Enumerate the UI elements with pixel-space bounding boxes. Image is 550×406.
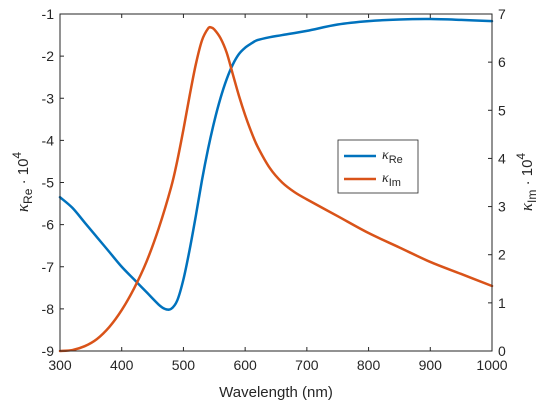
x-axis-title: Wavelength (nm) — [219, 384, 333, 401]
legend-label-kappa-im: κIm — [382, 171, 401, 189]
x-tick-label: 300 — [48, 357, 72, 373]
x-tick-label: 600 — [233, 357, 257, 373]
y-right-tick-label: 3 — [498, 199, 506, 215]
y-left-title-suffix: · 10 — [15, 159, 32, 189]
y-right-title-sub: Im — [525, 190, 539, 203]
x-tick-label: 900 — [419, 357, 443, 373]
legend: κRe κIm — [337, 139, 419, 194]
y-right-tick-label: 5 — [498, 102, 506, 118]
y-left-title-sup: 4 — [10, 152, 24, 159]
legend-kappa-im-sub: Im — [389, 177, 401, 189]
y-right-tick-label: 7 — [498, 6, 506, 22]
y-left-tick-label: -4 — [42, 132, 55, 148]
y-right-tick-label: 1 — [498, 295, 506, 311]
plot-background — [60, 14, 492, 351]
y-left-tick-label: -7 — [42, 259, 55, 275]
y-left-tick-label: -6 — [42, 217, 55, 233]
ticks-layer: 300 400 500 600 700 800 900 1000 -9 -8 -7 -6 -5 -4 -3 -… — [42, 6, 508, 373]
series-layer — [58, 17, 494, 353]
x-tick-label: 500 — [172, 357, 196, 373]
y-right-tick-label: 6 — [498, 54, 506, 70]
y-axis-right-title: κIm · 104 — [514, 153, 539, 212]
y-right-title-base: κ — [517, 202, 536, 211]
y-left-tick-label: -1 — [42, 6, 55, 22]
legend-box — [337, 139, 419, 194]
y-right-tick-label: 2 — [498, 247, 506, 263]
legend-kappa-re-base: κ — [382, 148, 389, 163]
y-left-tick-label: -3 — [42, 90, 55, 106]
x-tick-label: 800 — [357, 357, 381, 373]
y-left-tick-label: -2 — [42, 48, 55, 64]
x-tick-label: 700 — [295, 357, 319, 373]
series-line-kappa-re — [58, 17, 494, 311]
series-line-kappa-im — [58, 25, 494, 353]
legend-kappa-re-sub: Re — [389, 154, 403, 166]
legend-label-kappa-re: κRe — [382, 148, 403, 166]
y-right-title-suffix: · 10 — [519, 160, 536, 190]
y-axis-left-title: κRe · 104 — [10, 152, 35, 213]
y-right-title-sup: 4 — [514, 153, 528, 160]
y-left-tick-label: -5 — [42, 175, 55, 191]
y-left-title-sub: Re — [21, 188, 35, 204]
y-left-tick-label: -8 — [42, 301, 55, 317]
legend-kappa-im-base: κ — [382, 171, 389, 186]
x-tick-label: 1000 — [476, 357, 507, 373]
y-right-tick-label: 0 — [498, 343, 506, 359]
x-tick-label: 400 — [110, 357, 134, 373]
y-left-tick-label: -9 — [42, 343, 55, 359]
y-right-tick-label: 4 — [498, 150, 506, 166]
y-left-title-base: κ — [13, 203, 32, 212]
